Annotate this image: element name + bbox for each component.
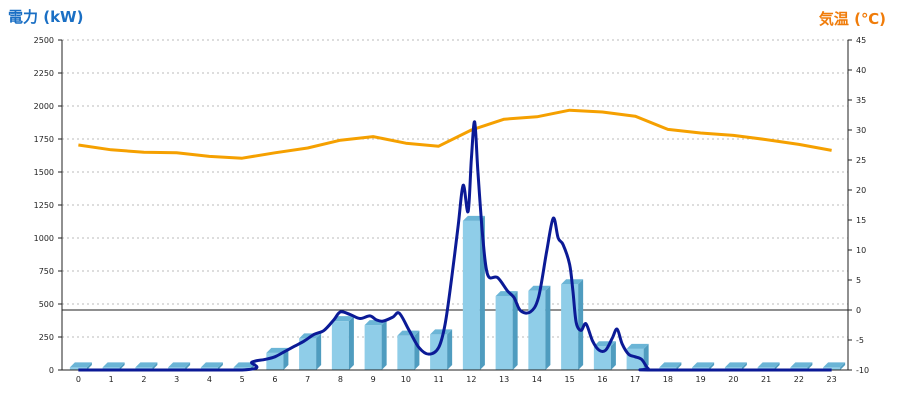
power-bar-top xyxy=(626,343,649,349)
left-tick-label: 500 xyxy=(39,300,54,309)
power-bar-side xyxy=(447,329,453,370)
right-tick-label: 30 xyxy=(856,126,866,135)
power-bar-side xyxy=(348,316,354,370)
power-bar-side xyxy=(152,362,158,370)
x-tick-label: 10 xyxy=(401,375,411,384)
right-tick-label: 35 xyxy=(856,96,866,105)
power-bar xyxy=(397,335,415,370)
x-tick-label: 9 xyxy=(371,375,376,384)
power-bar xyxy=(495,296,513,370)
x-tick-label: 21 xyxy=(761,375,771,384)
power-bar-side xyxy=(709,362,715,370)
power-bar xyxy=(364,325,382,370)
power-bar-top xyxy=(462,215,485,221)
power-bar xyxy=(331,321,349,370)
x-tick-label: 7 xyxy=(305,375,310,384)
left-tick-label: 1250 xyxy=(34,201,54,210)
right-tick-label: 20 xyxy=(856,186,866,195)
power-bar-side xyxy=(316,333,322,370)
power-bar-top xyxy=(168,362,191,368)
x-tick-label: 5 xyxy=(240,375,245,384)
power-bar-side xyxy=(840,362,846,370)
left-tick-label: 1000 xyxy=(34,234,54,243)
x-tick-label: 3 xyxy=(174,375,179,384)
power-bar-side xyxy=(217,362,223,370)
right-tick-label: 40 xyxy=(856,66,866,75)
left-tick-label: 2000 xyxy=(34,102,54,111)
power-bar xyxy=(462,220,480,370)
power-bar-top xyxy=(200,362,223,368)
left-tick-label: 1500 xyxy=(34,168,54,177)
power-bar-side xyxy=(676,362,682,370)
power-bar-side xyxy=(185,362,191,370)
power-bar-side xyxy=(283,347,289,370)
temperature-axis-title: 気温 (℃) xyxy=(818,10,886,28)
x-tick-label: 4 xyxy=(207,375,212,384)
power-bar-top xyxy=(233,362,256,368)
x-tick-label: 11 xyxy=(434,375,444,384)
power-bar-side xyxy=(578,279,584,370)
x-tick-label: 14 xyxy=(532,375,542,384)
power-bar-side xyxy=(512,291,518,370)
x-tick-label: 16 xyxy=(597,375,607,384)
right-tick-label: 15 xyxy=(856,216,866,225)
x-tick-label: 17 xyxy=(630,375,640,384)
x-tick-label: 23 xyxy=(827,375,837,384)
left-tick-label: 1750 xyxy=(34,135,54,144)
x-tick-label: 12 xyxy=(466,375,476,384)
power-bar-top xyxy=(397,330,420,336)
power-bar-top xyxy=(757,362,780,368)
left-tick-label: 2250 xyxy=(34,69,54,78)
right-tick-label: 0 xyxy=(856,306,861,315)
power-bar-side xyxy=(119,362,125,370)
x-tick-label: 8 xyxy=(338,375,343,384)
power-bar xyxy=(593,346,611,370)
right-tick-label: 5 xyxy=(856,276,861,285)
power-bar-side xyxy=(86,362,92,370)
left-tick-label: 250 xyxy=(39,333,54,342)
right-tick-label: 10 xyxy=(856,246,866,255)
power-bar-top xyxy=(102,362,125,368)
x-tick-label: 20 xyxy=(728,375,738,384)
power-bar-top xyxy=(823,362,846,368)
power-axis-title: 電力 (kW) xyxy=(8,8,84,26)
x-tick-label: 0 xyxy=(76,375,81,384)
power-bar-top xyxy=(724,362,747,368)
power-bar-top xyxy=(69,362,92,368)
x-tick-label: 18 xyxy=(663,375,673,384)
power-bar xyxy=(430,334,448,370)
power-bar-side xyxy=(774,362,780,370)
power-bar-side xyxy=(610,341,616,370)
x-tick-label: 1 xyxy=(109,375,114,384)
power-bar-top xyxy=(692,362,715,368)
power-bar xyxy=(561,284,579,370)
right-tick-label: -5 xyxy=(856,336,864,345)
power-bar-side xyxy=(807,362,813,370)
power-bar-side xyxy=(741,362,747,370)
power-bar-side xyxy=(545,285,551,370)
power-bar-top xyxy=(659,362,682,368)
left-tick-label: 0 xyxy=(49,366,54,375)
x-tick-label: 22 xyxy=(794,375,804,384)
left-tick-label: 2500 xyxy=(34,36,54,45)
x-tick-label: 2 xyxy=(141,375,146,384)
power-bar xyxy=(299,338,317,370)
power-bar-top xyxy=(430,329,453,335)
right-tick-label: 45 xyxy=(856,36,866,45)
power-bar-top xyxy=(135,362,158,368)
left-tick-label: 750 xyxy=(39,267,54,276)
right-tick-label: 25 xyxy=(856,156,866,165)
x-tick-label: 13 xyxy=(499,375,509,384)
x-tick-label: 6 xyxy=(272,375,277,384)
x-tick-label: 15 xyxy=(565,375,575,384)
power-bar-side xyxy=(414,330,420,370)
power-bar-side xyxy=(381,320,387,370)
x-tick-label: 19 xyxy=(696,375,706,384)
right-tick-label: -10 xyxy=(856,366,869,375)
power-bar-top xyxy=(790,362,813,368)
temperature-line xyxy=(78,108,832,160)
power-line xyxy=(78,120,832,372)
